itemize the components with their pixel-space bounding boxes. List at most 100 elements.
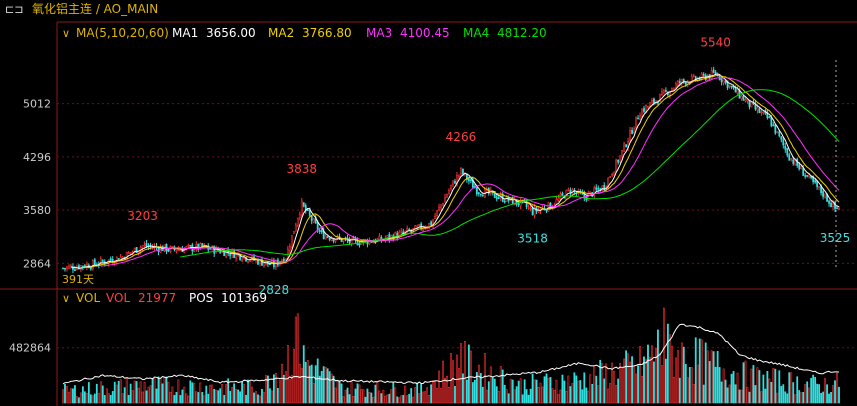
volume-bar: [276, 387, 279, 404]
volume-bar: [247, 379, 249, 404]
volume-bar: [408, 393, 411, 404]
candle-body: [442, 203, 444, 206]
volume-bar: [726, 387, 729, 404]
volume-bar: [573, 372, 576, 404]
candle-body: [66, 266, 68, 269]
volume-bar: [416, 382, 419, 404]
volume-bar: [235, 389, 238, 404]
volume-bar: [746, 387, 749, 404]
volume-bar: [798, 390, 801, 404]
candle-body: [639, 115, 641, 121]
volume-bar: [280, 363, 283, 404]
candle-body: [470, 179, 472, 182]
candle-body: [462, 168, 464, 175]
volume-bar: [117, 380, 120, 404]
candle-body: [477, 192, 480, 194]
volume-bar: [571, 383, 574, 404]
volume-bar: [555, 379, 558, 404]
candle-body: [330, 238, 333, 241]
ma1-legend: MA1 3656.00: [172, 26, 256, 40]
volume-bar: [629, 361, 631, 404]
volume-bar: [420, 383, 423, 404]
volume-bar: [460, 343, 462, 404]
volume-bar: [603, 378, 606, 404]
candle-body: [824, 193, 826, 198]
candle-body: [649, 102, 651, 107]
volume-bar: [678, 377, 681, 404]
volume-bar: [473, 379, 476, 404]
volume-bar: [171, 386, 174, 404]
candle-body: [531, 208, 534, 215]
candle-body: [730, 85, 733, 88]
volume-bar: [617, 378, 620, 404]
volume-bar: [261, 388, 263, 404]
volume-bar: [334, 387, 337, 404]
volume-bar: [768, 378, 771, 404]
volume-bar: [575, 375, 578, 404]
ma-collapse-icon[interactable]: ∨: [62, 27, 70, 40]
volume-bar: [690, 367, 693, 404]
price-low-label: 3525: [820, 231, 851, 245]
volume-bar: [599, 360, 602, 404]
candle-body: [653, 98, 655, 103]
candle-body: [468, 178, 470, 182]
volume-bar: [836, 372, 838, 404]
volume-bar: [302, 345, 305, 404]
candle-body: [511, 196, 514, 205]
days-label: 391天: [62, 273, 94, 286]
volume-bar: [173, 395, 176, 404]
price-high-label: 3203: [127, 209, 158, 223]
volume-bar: [312, 383, 315, 404]
volume-bar: [402, 394, 405, 404]
ma2-legend: MA2 3766.80: [268, 26, 352, 40]
price-high-label: 4266: [446, 130, 477, 144]
volume-bar: [483, 353, 486, 404]
volume-bar: [209, 384, 212, 404]
candle-body: [298, 214, 301, 219]
volume-bar: [332, 375, 335, 404]
volume-bar: [706, 350, 709, 404]
volume-bar: [249, 381, 251, 404]
volume-bar: [479, 373, 482, 404]
ma3-legend: MA3 4100.45: [366, 26, 450, 40]
volume-bar: [718, 367, 721, 404]
candle-body: [663, 90, 665, 94]
volume-bar: [487, 381, 490, 404]
candle-body: [440, 204, 442, 209]
volume-bar: [422, 391, 425, 404]
position-line: [62, 323, 840, 385]
volume-bar: [107, 393, 110, 404]
volume-bar: [716, 351, 719, 404]
link-chain-icon[interactable]: ⊏⊐: [5, 3, 23, 16]
candle-body: [430, 221, 432, 226]
volume-bar: [141, 391, 144, 404]
candle-body: [613, 171, 616, 176]
candle-body: [175, 250, 178, 252]
volume-bar: [127, 394, 130, 404]
candle-body: [601, 185, 604, 191]
candle-body: [460, 168, 462, 175]
volume-bar: [509, 378, 512, 404]
volume-bar: [653, 361, 655, 404]
vol-collapse-icon[interactable]: ∨: [62, 292, 70, 305]
volume-bar: [384, 395, 387, 404]
candle-body: [91, 260, 94, 270]
volume-bar: [525, 389, 528, 404]
volume-bar: [645, 359, 647, 404]
candle-body: [607, 177, 610, 188]
candle-body: [806, 175, 809, 177]
volume-bar: [201, 392, 204, 404]
volume-bar: [822, 391, 824, 404]
volume-bar: [344, 389, 347, 404]
candle-body: [659, 93, 661, 102]
volume-bar: [563, 380, 566, 404]
volume-bar: [187, 395, 190, 404]
volume-bar: [519, 378, 522, 404]
candle-body: [444, 197, 446, 203]
candle-body: [832, 202, 834, 207]
volume-bar: [838, 386, 840, 404]
volume-bar: [396, 396, 399, 404]
volume-bar: [477, 364, 480, 404]
volume-bar: [824, 378, 826, 404]
volume-bar: [535, 379, 538, 404]
